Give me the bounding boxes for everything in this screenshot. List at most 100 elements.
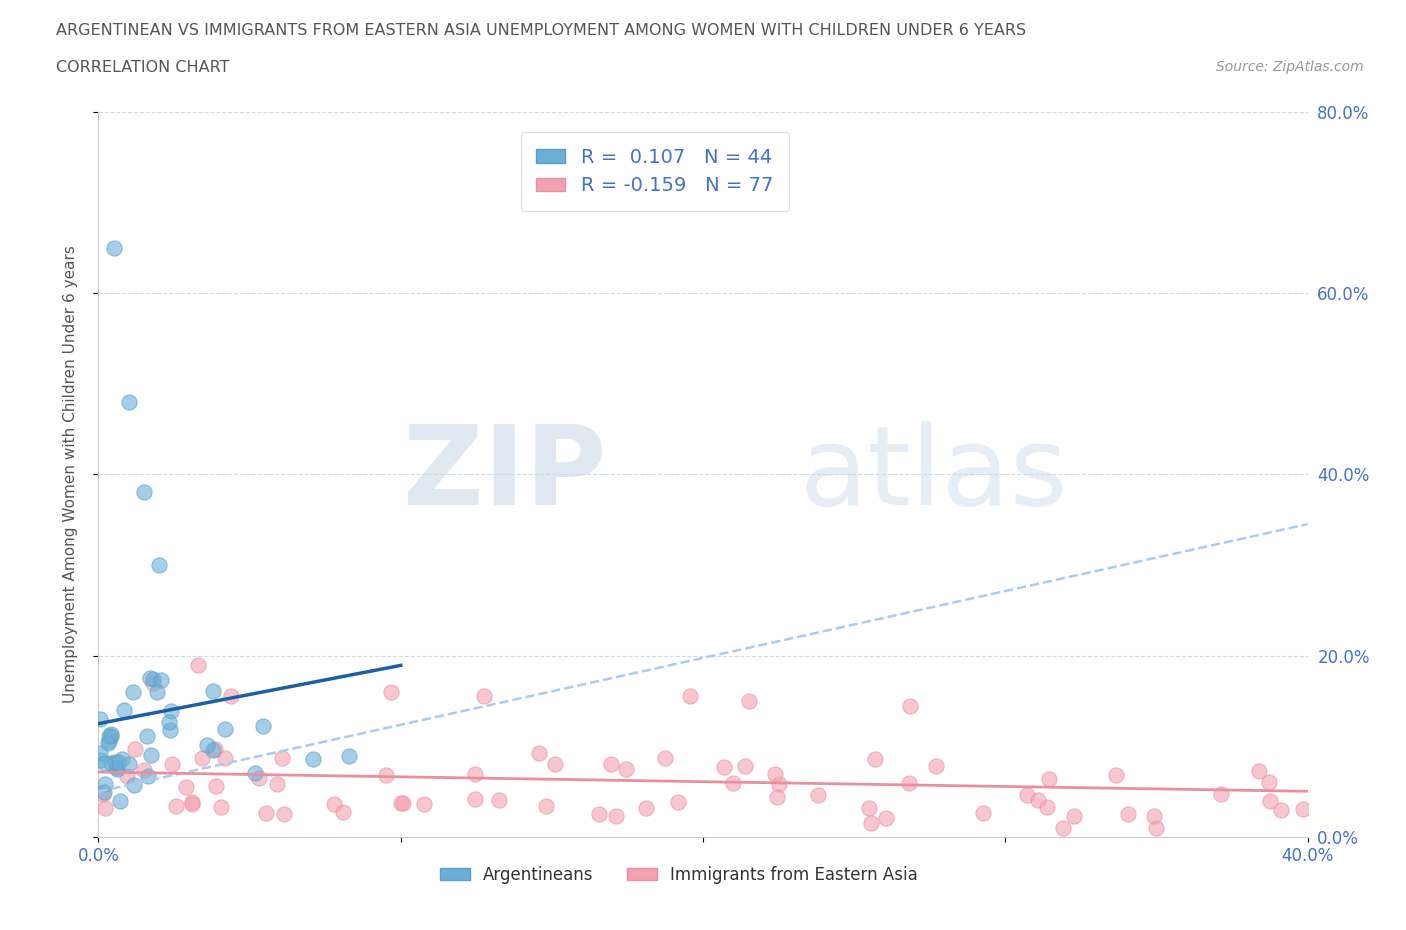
Point bbox=[98, 734, 121, 749]
Point bbox=[488, 793, 510, 808]
Point bbox=[110, 793, 132, 808]
Point bbox=[98, 729, 121, 744]
Point bbox=[118, 394, 141, 409]
Point bbox=[1038, 772, 1060, 787]
Point bbox=[100, 728, 122, 743]
Point bbox=[91, 787, 114, 802]
Point bbox=[150, 672, 173, 687]
Point bbox=[132, 485, 155, 500]
Point bbox=[181, 794, 204, 809]
Point bbox=[122, 685, 145, 700]
Point bbox=[89, 711, 111, 726]
Point bbox=[142, 671, 165, 686]
Point bbox=[187, 658, 209, 672]
Point bbox=[766, 790, 789, 804]
Point bbox=[107, 754, 129, 769]
Point bbox=[1063, 808, 1085, 823]
Point bbox=[337, 749, 360, 764]
Point bbox=[972, 805, 994, 820]
Point bbox=[392, 795, 415, 810]
Point bbox=[897, 776, 920, 790]
Point bbox=[100, 726, 122, 741]
Point bbox=[389, 795, 412, 810]
Point bbox=[900, 698, 922, 713]
Point bbox=[1052, 820, 1074, 835]
Point bbox=[148, 558, 170, 573]
Point bbox=[721, 776, 744, 790]
Point bbox=[245, 765, 267, 780]
Point bbox=[135, 728, 157, 743]
Point bbox=[534, 798, 557, 813]
Point bbox=[124, 778, 146, 793]
Point bbox=[94, 777, 117, 791]
Point bbox=[181, 797, 204, 812]
Point bbox=[1292, 801, 1315, 816]
Legend: Argentineans, Immigrants from Eastern Asia: Argentineans, Immigrants from Eastern As… bbox=[433, 859, 925, 890]
Point bbox=[214, 751, 236, 765]
Point bbox=[142, 675, 165, 690]
Point bbox=[636, 801, 658, 816]
Point bbox=[1026, 792, 1049, 807]
Point bbox=[713, 760, 735, 775]
Point bbox=[94, 801, 117, 816]
Point bbox=[124, 741, 146, 756]
Point bbox=[666, 795, 689, 810]
Point bbox=[139, 748, 162, 763]
Point bbox=[266, 777, 288, 791]
Point bbox=[214, 722, 236, 737]
Point bbox=[1142, 809, 1164, 824]
Point bbox=[654, 751, 676, 765]
Point bbox=[209, 799, 232, 814]
Point bbox=[1249, 764, 1271, 778]
Point bbox=[165, 799, 187, 814]
Point bbox=[474, 689, 496, 704]
Point bbox=[605, 809, 627, 824]
Point bbox=[273, 806, 295, 821]
Point bbox=[118, 756, 141, 771]
Point bbox=[925, 759, 948, 774]
Point bbox=[322, 797, 344, 812]
Point bbox=[734, 758, 756, 773]
Point bbox=[111, 751, 134, 766]
Text: ARGENTINEAN VS IMMIGRANTS FROM EASTERN ASIA UNEMPLOYMENT AMONG WOMEN WITH CHILDR: ARGENTINEAN VS IMMIGRANTS FROM EASTERN A… bbox=[56, 23, 1026, 38]
Point bbox=[527, 745, 550, 760]
Text: CORRELATION CHART: CORRELATION CHART bbox=[56, 60, 229, 75]
Text: ZIP: ZIP bbox=[404, 420, 606, 528]
Point bbox=[1270, 803, 1292, 817]
Point bbox=[112, 702, 135, 717]
Point bbox=[1104, 767, 1126, 782]
Point bbox=[105, 762, 128, 777]
Text: atlas: atlas bbox=[800, 420, 1069, 528]
Point bbox=[202, 742, 225, 757]
Point bbox=[1116, 807, 1139, 822]
Point bbox=[159, 723, 181, 737]
Point bbox=[860, 816, 883, 830]
Point bbox=[464, 767, 486, 782]
Point bbox=[738, 694, 761, 709]
Point bbox=[1144, 820, 1167, 835]
Point bbox=[600, 756, 623, 771]
Point bbox=[543, 757, 565, 772]
Point bbox=[863, 751, 886, 766]
Point bbox=[858, 801, 880, 816]
Point bbox=[160, 704, 183, 719]
Point bbox=[174, 779, 197, 794]
Point bbox=[1035, 800, 1057, 815]
Point bbox=[1258, 794, 1281, 809]
Point bbox=[104, 760, 127, 775]
Point bbox=[115, 768, 138, 783]
Y-axis label: Unemployment Among Women with Children Under 6 years: Unemployment Among Women with Children U… bbox=[63, 246, 77, 703]
Point bbox=[146, 684, 169, 699]
Text: Source: ZipAtlas.com: Source: ZipAtlas.com bbox=[1216, 60, 1364, 74]
Point bbox=[204, 742, 226, 757]
Point bbox=[380, 684, 402, 699]
Point bbox=[94, 756, 117, 771]
Point bbox=[138, 671, 160, 685]
Point bbox=[763, 766, 786, 781]
Point bbox=[191, 751, 214, 765]
Point bbox=[678, 689, 700, 704]
Point bbox=[616, 762, 638, 777]
Point bbox=[89, 746, 111, 761]
Point bbox=[132, 763, 155, 777]
Point bbox=[302, 751, 325, 766]
